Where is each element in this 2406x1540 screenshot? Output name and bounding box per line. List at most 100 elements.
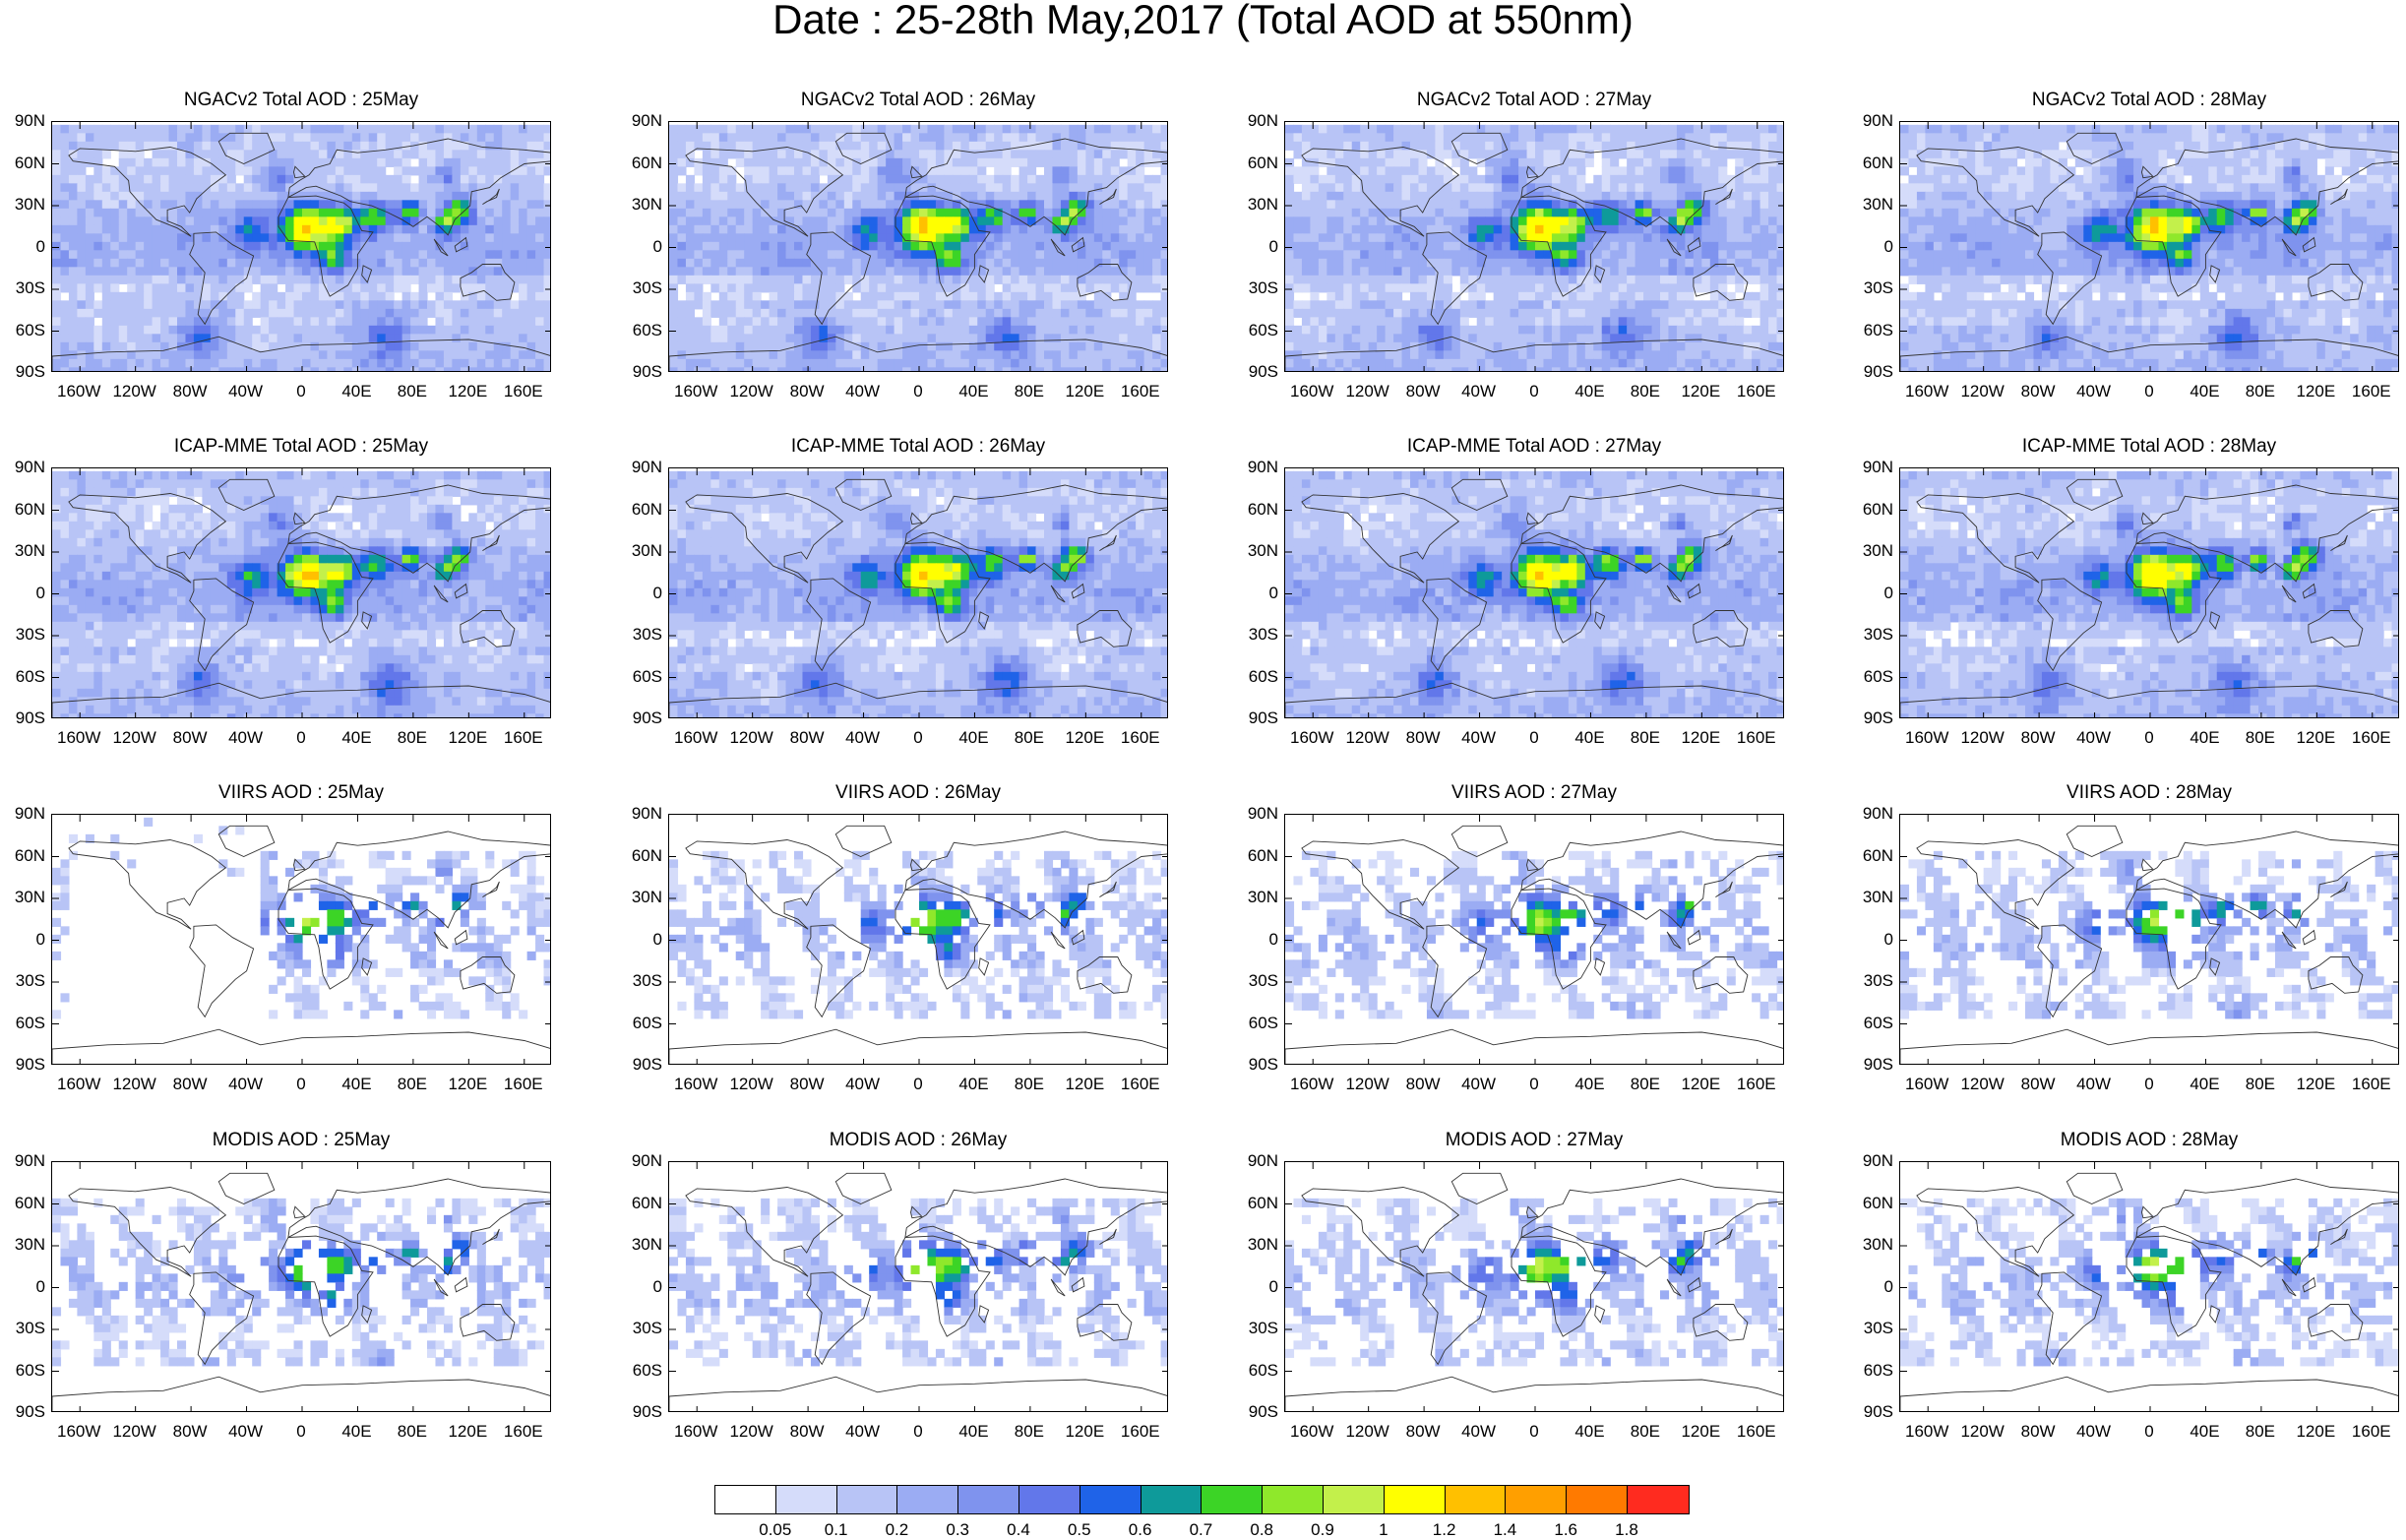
aod-cell [1111,133,1120,142]
aod-cell [352,233,361,242]
aod-cell [786,359,795,368]
aod-cell [194,158,203,167]
aod-cell [477,150,486,158]
aod-cell [261,183,270,192]
aod-cell [93,342,102,351]
aod-cell [919,350,928,359]
aod-cell [461,259,469,268]
aod-cell [511,183,520,192]
aod-cell [994,150,1003,158]
aod-cell [694,216,703,225]
aod-cell [1477,175,1486,184]
aod-cell [878,233,887,242]
aod-cell [235,125,244,134]
aod-cell [1377,209,1386,217]
aod-cell [1044,359,1053,368]
aod-cell [1352,209,1361,217]
aod-cell [93,192,102,201]
aod-cell [1161,233,1168,242]
aod-cell [927,300,936,309]
aod-cell [1585,242,1594,251]
aod-cell [944,200,953,209]
aod-cell [410,292,419,301]
aod-cell [461,125,469,134]
aod-cell [986,175,995,184]
aod-cell [1710,200,1719,209]
aod-cell [377,125,386,134]
aod-cell [327,259,336,268]
aod-cell [744,334,753,342]
aod-cell [386,242,395,251]
aod-cell [244,150,253,158]
aod-cell [1619,267,1628,276]
aod-cell [1602,233,1611,242]
aod-cell [285,350,294,359]
aod-cell [1302,166,1311,175]
aod-cell [1085,225,1094,234]
aod-cell [144,334,153,342]
aod-cell [986,359,995,368]
aod-cell [419,259,428,268]
aod-cell [1701,259,1710,268]
aod-cell [1660,166,1669,175]
aod-cell [727,317,736,326]
aod-cell [461,242,469,251]
map-panel [51,121,551,372]
aod-cell [261,276,270,284]
aod-cell [1152,283,1161,292]
aod-cell [1343,209,1352,217]
aod-cell [360,283,369,292]
aod-cell [744,166,753,175]
aod-cell [269,175,278,184]
aod-cell [485,216,494,225]
aod-cell [786,317,795,326]
aod-cell [1069,225,1078,234]
aod-cell [869,175,878,184]
aod-cell [1052,250,1061,259]
aod-cell [1152,326,1161,335]
aod-cell [1335,200,1344,209]
aod-cell [502,183,511,192]
aod-cell [960,158,969,167]
aod-cell [185,292,194,301]
aod-cell [986,225,995,234]
aod-cell [444,334,453,342]
aod-cell [452,342,461,351]
aod-cell [1494,309,1503,318]
aod-cell [60,267,69,276]
aod-cell [136,300,145,309]
aod-cell [677,142,686,151]
aod-cell [1527,300,1536,309]
aod-cell [1627,276,1635,284]
aod-cell [1094,267,1103,276]
aod-cell [1460,250,1469,259]
aod-cell [77,125,86,134]
aod-cell [1326,267,1335,276]
aod-cell [1360,267,1369,276]
aod-cell [1069,317,1078,326]
aod-cell [1685,166,1694,175]
aod-cell [1335,150,1344,158]
aod-cell [302,334,311,342]
aod-cell [294,350,303,359]
aod-cell [1061,317,1070,326]
aod-cell [1036,192,1045,201]
aod-cell [185,192,194,201]
aod-cell [185,142,194,151]
aod-cell [402,250,411,259]
aod-cell [1744,242,1753,251]
aod-cell [770,125,778,134]
aod-cell [410,300,419,309]
aod-cell [694,250,703,259]
aod-cell [235,216,244,225]
aod-cell [1352,225,1361,234]
aod-cell [844,250,853,259]
aod-cell [777,350,786,359]
aod-cell [386,233,395,242]
aod-cell [694,359,703,368]
aod-cell [153,242,161,251]
aod-cell [727,233,736,242]
aod-cell [319,142,328,151]
aod-cell [427,334,436,342]
aod-cell [485,209,494,217]
